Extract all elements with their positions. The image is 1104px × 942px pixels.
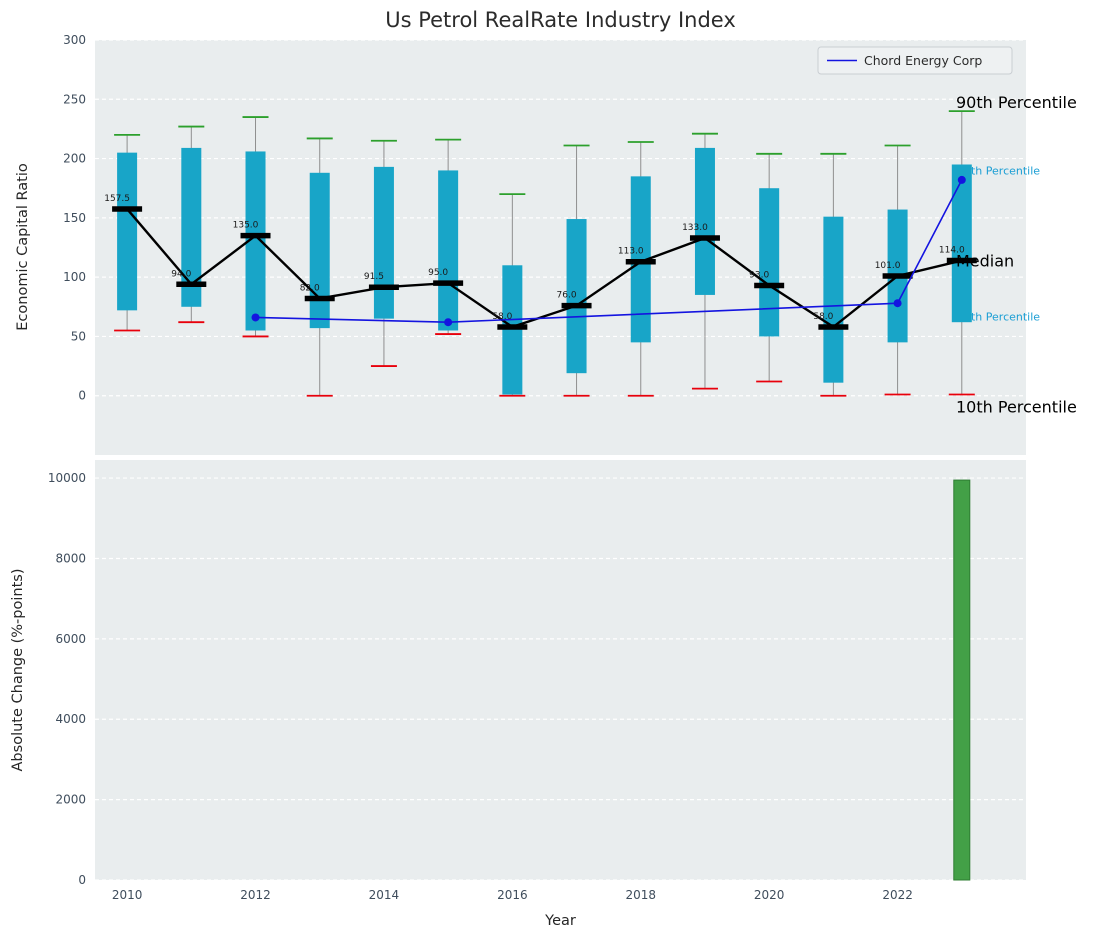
median-label-2022: 101.0: [875, 261, 901, 271]
top-axes-y-tick-label: 200: [63, 152, 86, 166]
median-label-2020: 93.0: [749, 270, 769, 280]
median-label-2011: 94.0: [171, 269, 191, 279]
bottom-axes-background: [95, 460, 1026, 880]
box-2013: [309, 172, 330, 329]
x-axis-label: Year: [544, 913, 576, 929]
annotation-75th-percentile: 75th Percentile: [957, 164, 1040, 177]
median-trend-line: [126, 208, 963, 329]
box-2017: [566, 219, 587, 374]
top-axes-y-tick-label: 250: [63, 92, 86, 106]
company-point-2023: [957, 175, 966, 184]
box-2012: [245, 151, 266, 331]
bottom-axes-y-tick-label: 8000: [55, 551, 86, 565]
box-2016: [502, 265, 523, 395]
bottom-y-axis-label: Absolute Change (%-points): [10, 569, 26, 772]
bottom-axes-y-tick-label: 0: [78, 873, 86, 887]
x-tick-label: 2022: [882, 888, 913, 902]
bottom-axes-y-tick-label: 10000: [48, 471, 86, 485]
median-label-2014: 91.5: [364, 272, 384, 282]
box-2021: [823, 216, 844, 383]
annotation-90th-percentile: 90th Percentile: [956, 93, 1077, 112]
x-tick-label: 2020: [754, 888, 785, 902]
median-label-2018: 113.0: [618, 247, 644, 257]
box-2010: [117, 152, 138, 311]
top-axes-y-tick-label: 100: [63, 270, 86, 284]
box-2015: [438, 170, 459, 331]
top-axes-y-tick-label: 0: [78, 389, 86, 403]
median-label-2017: 76.0: [557, 291, 577, 301]
median-label-2016: 58.0: [492, 312, 512, 322]
median-label-2021: 58.0: [813, 312, 833, 322]
median-label-2019: 133.0: [682, 223, 708, 233]
company-point-2022: [893, 299, 902, 308]
annotation-10th-percentile: 10th Percentile: [956, 398, 1077, 417]
x-tick-label: 2018: [625, 888, 656, 902]
top-axes-background: [95, 40, 1026, 455]
company-point-2015: [444, 318, 453, 327]
median-label-2010: 157.5: [104, 194, 130, 204]
x-tick-label: 2016: [497, 888, 528, 902]
annotation-median: Median: [956, 252, 1014, 271]
legend-label: Chord Energy Corp: [864, 53, 982, 68]
box-2020: [759, 188, 780, 337]
x-tick-label: 2012: [240, 888, 271, 902]
bottom-axes-y-tick-label: 4000: [55, 712, 86, 726]
top-y-axis-label: Economic Capital Ratio: [15, 163, 31, 331]
median-label-2015: 95.0: [428, 268, 448, 278]
median-label-2023: 114.0: [939, 246, 965, 256]
x-tick-label: 2010: [112, 888, 143, 902]
box-2011: [181, 147, 202, 307]
bottom-axes-y-tick-label: 2000: [55, 793, 86, 807]
median-label-2013: 82.0: [300, 283, 320, 293]
top-axes-y-tick-label: 150: [63, 211, 86, 225]
company-line: [255, 179, 963, 324]
bar-2023: [953, 479, 971, 881]
x-tick-label: 2014: [369, 888, 400, 902]
box-2023: [951, 164, 972, 323]
chart-title: Us Petrol RealRate Industry Index: [385, 8, 736, 32]
top-axes-y-tick-label: 300: [63, 33, 86, 47]
annotation-25th-percentile: 25th Percentile: [957, 310, 1040, 323]
median-label-2012: 135.0: [233, 221, 259, 231]
top-axes-y-tick-label: 50: [71, 329, 86, 343]
legend: [817, 46, 1013, 75]
company-point-2012: [251, 313, 260, 322]
box-2019: [694, 147, 715, 295]
bottom-axes-y-tick-label: 6000: [55, 632, 86, 646]
box-2014: [373, 166, 394, 319]
